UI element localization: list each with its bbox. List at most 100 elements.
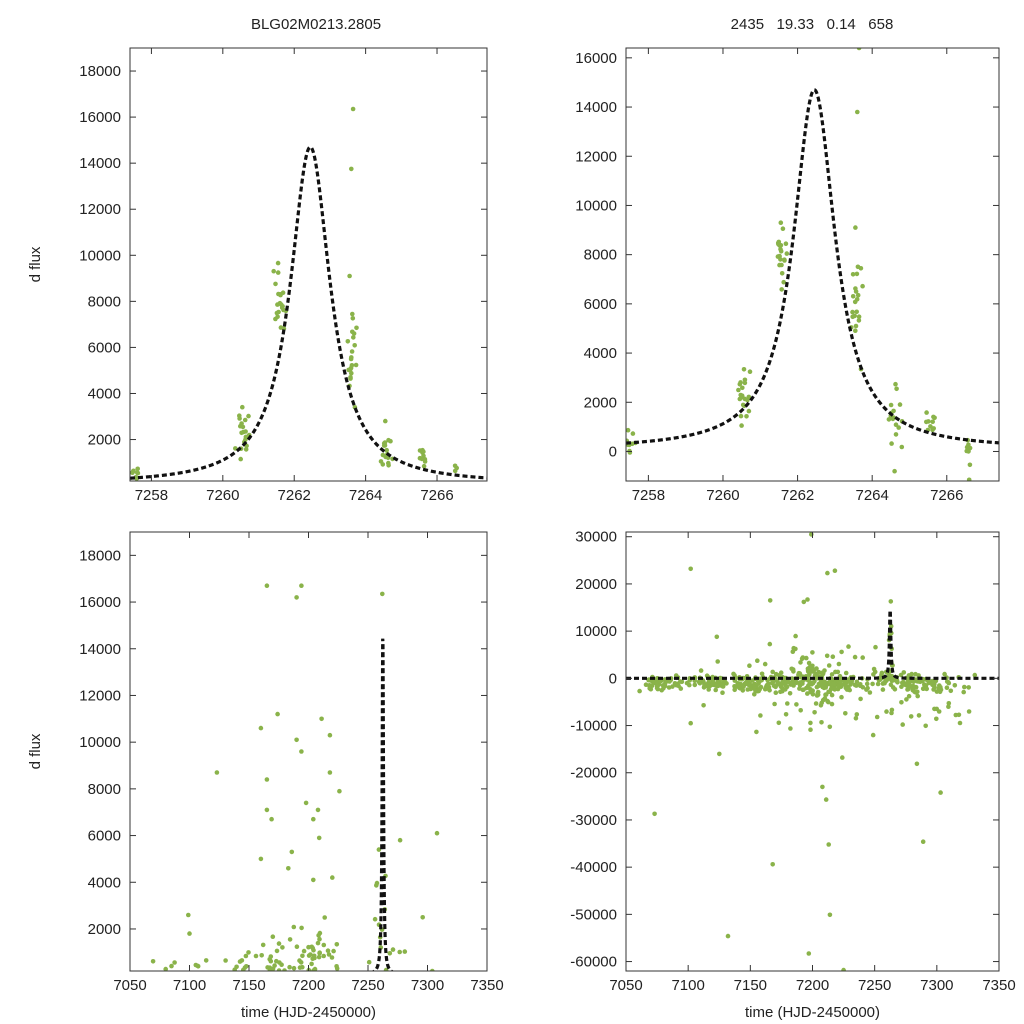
data-point [758,713,763,718]
data-point [713,687,718,693]
data-point [743,680,749,686]
data-point [150,959,156,964]
data-point [420,447,425,453]
data-point [372,916,378,922]
data-point [297,965,303,970]
data-point [852,654,858,660]
data-point [906,686,911,692]
x-tick-label: 7350 [470,977,503,994]
data-point [647,686,652,691]
data-point [684,680,690,686]
x-tick-label: 7350 [982,977,1015,994]
data-point [626,427,631,433]
data-point [268,958,274,964]
data-point [854,712,860,717]
data-points [150,583,440,971]
data-point [637,688,642,694]
data-point [390,947,396,952]
data-point [864,681,870,687]
data-point [814,684,820,690]
data-point [303,800,309,806]
data-point [701,703,706,708]
data-point [898,672,904,678]
data-point [350,316,356,321]
data-point [294,737,299,743]
data-point [899,684,904,689]
data-point [798,660,803,665]
data-point [806,951,812,956]
data-point [239,421,244,426]
data-point [826,663,832,668]
data-point [246,950,251,955]
y-tick-label: 4000 [88,874,121,891]
data-point [814,666,819,671]
y-tick-label: 8000 [584,247,617,264]
data-point [747,369,753,375]
data-point [778,257,783,262]
data-point [706,687,711,692]
data-point [732,684,737,689]
data-point [402,949,408,954]
data-point [696,679,702,685]
data-point [351,335,356,340]
data-point [223,958,228,963]
data-point [858,696,863,702]
data-point [854,271,860,277]
data-point [232,967,237,971]
data-point [804,655,809,661]
y-axis-label: d flux [27,246,44,282]
data-point [274,948,280,954]
data-point [841,967,846,971]
data-point [966,442,971,448]
data-point [352,343,358,348]
x-tick-label: 7266 [420,487,453,504]
plot-frame [625,47,1000,482]
data-point [351,331,357,336]
data-point [731,671,736,677]
data-point [931,426,936,431]
data-point [908,714,914,719]
data-point [780,226,786,231]
data-point [265,965,270,970]
data-point [345,339,351,344]
data-point [827,689,832,694]
x-tick-label: 7050 [113,977,146,994]
data-point [337,788,342,794]
data-point [794,702,799,707]
data-point [740,402,746,408]
data-point [815,689,821,695]
data-point [854,309,859,315]
y-tick-label: 4000 [88,385,121,402]
data-point [374,883,379,888]
data-point [855,109,860,115]
data-point [875,681,881,687]
data-point [420,915,426,920]
data-point [893,432,899,437]
data-point [316,954,322,960]
data-point [923,685,929,691]
data-point [871,666,877,672]
y-tick-label: 14000 [575,99,617,116]
y-tick-label: 10000 [79,247,121,264]
data-point [942,671,947,677]
data-point [298,960,304,965]
panel-top-left: 7258 7260 7262 7264 7266 2000 4000 6000 8000 1000… [27,47,488,504]
data-point [348,376,353,381]
data-point [278,292,283,298]
data-point [824,653,830,659]
data-point [777,262,782,268]
data-point [867,690,873,695]
data-point [966,685,971,690]
x-tick-label: 7258 [632,487,665,504]
data-point [271,268,277,274]
data-point [966,449,971,454]
data-point [688,720,693,726]
data-point [280,945,285,950]
data-point [742,380,748,386]
data-point [892,687,898,692]
data-point [737,382,743,387]
data-point [688,566,693,572]
data-point [237,959,243,964]
data-point [778,220,784,225]
data-point [286,866,291,871]
